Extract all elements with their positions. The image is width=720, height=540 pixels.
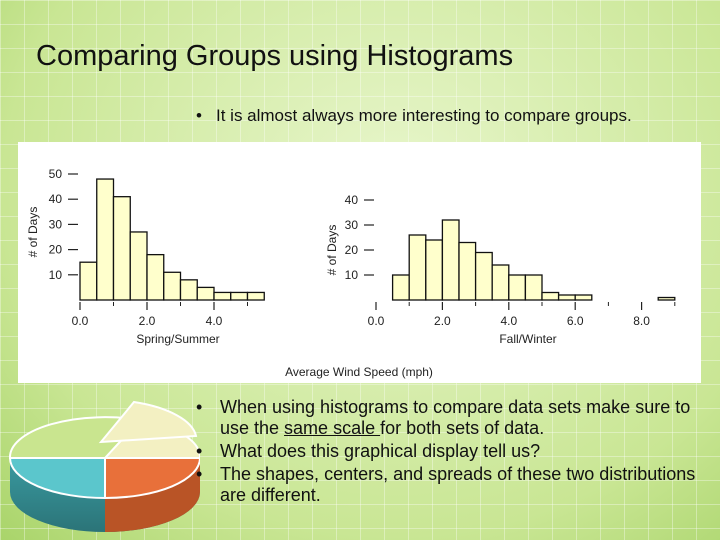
- bullet-text: The shapes, centers, and spreads of thes…: [220, 464, 696, 505]
- histogram-bar: [163, 271, 182, 301]
- histogram-bar: [246, 291, 265, 301]
- histogram-bar: [129, 231, 148, 301]
- histogram-bar: [458, 241, 477, 301]
- x-tick-label: 2.0: [139, 314, 156, 328]
- x-axis-label: Spring/Summer: [136, 332, 219, 346]
- histogram-bar: [391, 274, 410, 301]
- slide-title: Comparing Groups using Histograms: [36, 40, 514, 72]
- histogram-bar: [657, 296, 676, 301]
- y-tick-label: 10: [345, 268, 359, 282]
- bullet-underlined-text: same scale: [284, 418, 381, 438]
- histogram-bar: [508, 274, 527, 301]
- x-tick-label: 0.0: [72, 314, 89, 328]
- histogram-bar: [179, 279, 198, 301]
- y-tick-label: 20: [345, 243, 359, 257]
- bullet-list: • When using histograms to compare data …: [196, 397, 696, 508]
- histogram-fall-winter: 10 20 30 40 # of Days 0.0 2.0 4.0 6.0 8.0 Fall/Win…: [325, 193, 676, 346]
- bullet-text: What does this graphical display tell us…: [220, 441, 541, 461]
- histogram-bar: [574, 294, 593, 301]
- y-tick-label: 50: [49, 167, 63, 181]
- decorative-pie-icon: [8, 400, 200, 532]
- x-tick-label: 4.0: [206, 314, 223, 328]
- bullet-item-question: • What does this graphical display tell …: [196, 441, 696, 462]
- histogram-figure: 10 20 30 40 50 # of Days 0.0 2.0 4.0 Spring/Summe…: [18, 142, 701, 383]
- histogram-bar: [196, 286, 215, 301]
- histogram-bar: [474, 251, 493, 301]
- histogram-spring-summer: 10 20 30 40 50 # of Days 0.0 2.0 4.0 Spring/Summe…: [26, 167, 265, 346]
- histogram-bar: [441, 219, 460, 301]
- shared-x-axis-label: Average Wind Speed (mph): [285, 365, 433, 379]
- y-tick-label: 30: [345, 218, 359, 232]
- y-tick-label: 40: [345, 193, 359, 207]
- histogram-bar: [213, 291, 232, 301]
- y-axis-label: # of Days: [325, 225, 339, 276]
- bullet-text-part: for both sets of data.: [380, 418, 545, 438]
- bullet-glyph: •: [196, 464, 203, 484]
- bullet-item-answer: • The shapes, centers, and spreads of th…: [196, 464, 696, 506]
- histogram-bar: [96, 178, 115, 301]
- histogram-bar: [425, 239, 444, 301]
- intro-bullet: • It is almost always more interesting to…: [196, 106, 632, 126]
- x-tick-label: 0.0: [368, 314, 385, 328]
- x-tick-label: 6.0: [567, 314, 584, 328]
- histogram-bar: [146, 253, 165, 301]
- histogram-bar: [491, 264, 510, 301]
- x-tick-label: 2.0: [434, 314, 451, 328]
- bullet-item-same-scale: • When using histograms to compare data …: [196, 397, 696, 439]
- y-tick-label: 40: [49, 192, 63, 206]
- bullet-glyph: •: [196, 397, 203, 417]
- bullet-glyph: •: [196, 106, 202, 125]
- histogram-bar: [557, 294, 576, 301]
- x-axis-label: Fall/Winter: [499, 332, 556, 346]
- histogram-bar: [79, 261, 98, 301]
- histogram-bar: [408, 234, 427, 301]
- bullet-glyph: •: [196, 441, 203, 461]
- histogram-bar: [541, 291, 560, 301]
- histogram-svg: 10 20 30 40 50 # of Days 0.0 2.0 4.0 Spring/Summe…: [26, 167, 676, 379]
- bullet-text: When using histograms to compare data se…: [220, 397, 696, 439]
- intro-bullet-text: It is almost always more interesting to …: [216, 106, 632, 125]
- y-axis-label: # of Days: [26, 207, 40, 258]
- histogram-bar: [524, 274, 543, 301]
- histogram-bar: [112, 196, 131, 301]
- histogram-bar: [230, 291, 249, 301]
- x-tick-label: 4.0: [500, 314, 517, 328]
- y-tick-label: 10: [49, 268, 63, 282]
- x-tick-label: 8.0: [633, 314, 650, 328]
- y-tick-label: 30: [49, 217, 63, 231]
- y-tick-label: 20: [49, 243, 63, 257]
- bullet-text-part: When using histograms to compare data se…: [220, 397, 691, 438]
